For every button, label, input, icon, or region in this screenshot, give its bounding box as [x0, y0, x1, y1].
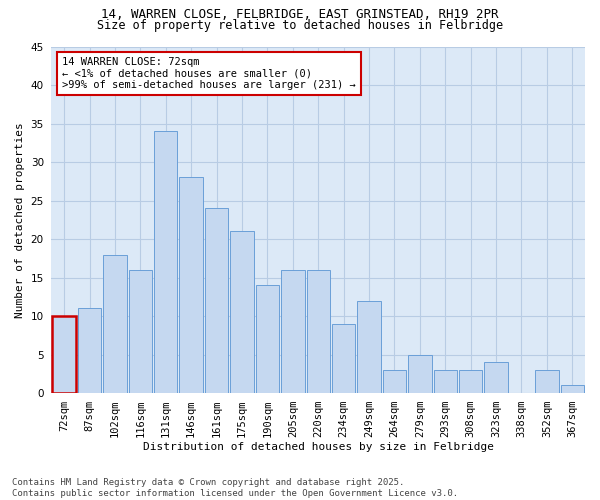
Bar — [484, 362, 508, 393]
X-axis label: Distribution of detached houses by size in Felbridge: Distribution of detached houses by size … — [143, 442, 494, 452]
Bar — [128, 270, 152, 393]
Bar — [103, 254, 127, 393]
Bar — [434, 370, 457, 393]
Bar — [179, 178, 203, 393]
Bar — [358, 300, 381, 393]
Bar — [383, 370, 406, 393]
Bar — [78, 308, 101, 393]
Bar — [205, 208, 228, 393]
Bar — [230, 232, 254, 393]
Y-axis label: Number of detached properties: Number of detached properties — [15, 122, 25, 318]
Bar — [459, 370, 482, 393]
Text: Contains HM Land Registry data © Crown copyright and database right 2025.
Contai: Contains HM Land Registry data © Crown c… — [12, 478, 458, 498]
Bar — [281, 270, 305, 393]
Bar — [154, 131, 178, 393]
Text: Size of property relative to detached houses in Felbridge: Size of property relative to detached ho… — [97, 18, 503, 32]
Bar — [307, 270, 330, 393]
Text: 14 WARREN CLOSE: 72sqm
← <1% of detached houses are smaller (0)
>99% of semi-det: 14 WARREN CLOSE: 72sqm ← <1% of detached… — [62, 57, 356, 90]
Bar — [332, 324, 355, 393]
Text: 14, WARREN CLOSE, FELBRIDGE, EAST GRINSTEAD, RH19 2PR: 14, WARREN CLOSE, FELBRIDGE, EAST GRINST… — [101, 8, 499, 20]
Bar — [52, 316, 76, 393]
Bar — [408, 354, 431, 393]
Bar — [560, 386, 584, 393]
Bar — [256, 286, 279, 393]
Bar — [535, 370, 559, 393]
